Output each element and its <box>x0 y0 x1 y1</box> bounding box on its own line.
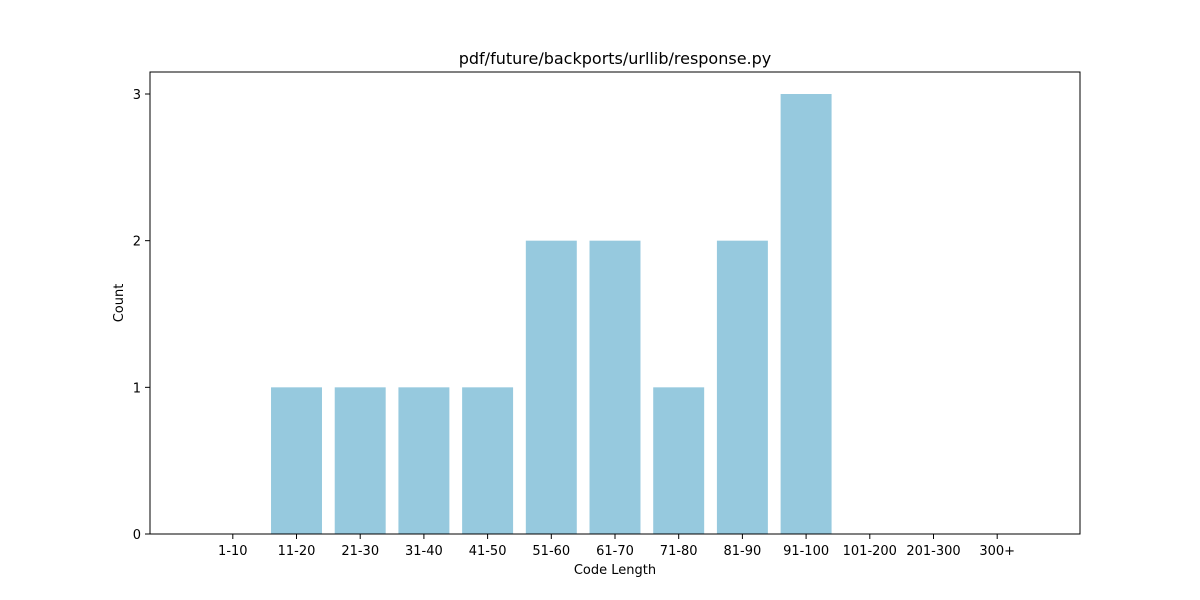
x-tick-label: 91-100 <box>783 544 829 559</box>
x-tick-label: 11-20 <box>278 544 316 559</box>
bar-91-100 <box>780 94 832 534</box>
bar-71-80 <box>653 387 705 534</box>
x-tick-label: 61-70 <box>596 544 634 559</box>
y-tick-label: 3 <box>133 88 141 103</box>
x-tick-label: 1-10 <box>218 544 248 559</box>
x-tick-label: 51-60 <box>532 544 570 559</box>
x-tick-label: 81-90 <box>724 544 762 559</box>
bar-51-60 <box>525 240 577 534</box>
x-tick-label: 31-40 <box>405 544 443 559</box>
bar-61-70 <box>589 240 641 534</box>
bar-21-30 <box>334 387 386 534</box>
bars-group <box>271 94 832 534</box>
y-tick-label: 1 <box>133 381 141 396</box>
y-tick-label: 2 <box>133 235 141 250</box>
y-axis-label: Count <box>112 284 127 323</box>
bar-31-40 <box>398 387 450 534</box>
x-tick-label: 41-50 <box>469 544 507 559</box>
x-tick-label: 300+ <box>979 544 1015 559</box>
x-tick-label: 101-200 <box>843 544 897 559</box>
x-axis-label: Code Length <box>574 563 656 578</box>
bar-81-90 <box>716 240 768 534</box>
bar-41-50 <box>462 387 514 534</box>
bar-11-20 <box>271 387 322 534</box>
y-axis-ticks: 0 1 2 3 <box>133 88 150 543</box>
x-tick-label: 71-80 <box>660 544 698 559</box>
chart-title: pdf/future/backports/urllib/response.py <box>459 49 772 68</box>
y-tick-label: 0 <box>133 528 141 543</box>
x-tick-label: 21-30 <box>341 544 379 559</box>
x-tick-label: 201-300 <box>906 544 960 559</box>
x-axis-ticks: 1-10 11-20 21-30 31-40 41-50 51-60 61-70 71-80 8… <box>218 534 1015 559</box>
